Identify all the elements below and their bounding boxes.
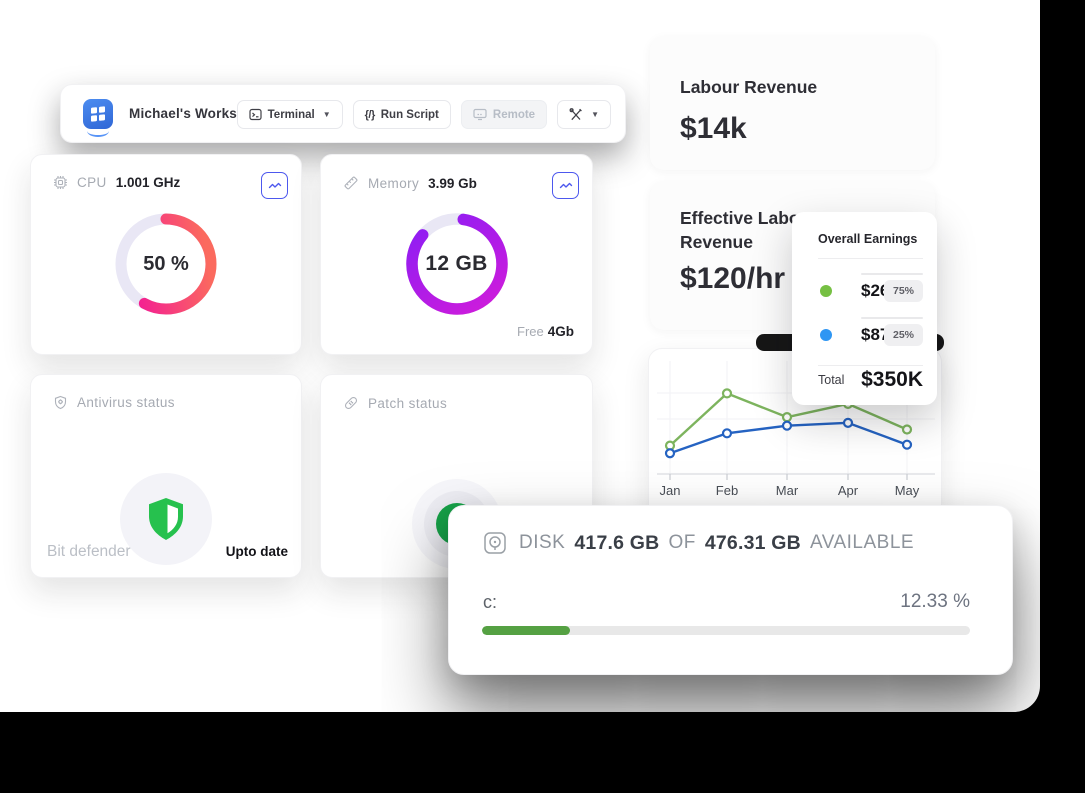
workstation-titlebar: Michael's Workstation Terminal ▼ {/} Run… bbox=[60, 84, 626, 143]
antivirus-product-name: Bit defender bbox=[47, 543, 131, 560]
disk-total-value: 476.31 GB bbox=[704, 531, 801, 554]
svg-text:Jan: Jan bbox=[660, 483, 681, 498]
green-shield-icon bbox=[149, 498, 183, 540]
patch-label: Patch status bbox=[368, 395, 448, 411]
disk-available-label: AVAILABLE bbox=[809, 532, 915, 553]
disk-used-value: 417.6 GB bbox=[574, 531, 660, 554]
memory-card: Memory 3.99 Gb 12 GB Free 4Gb bbox=[320, 154, 593, 355]
cpu-chip-icon bbox=[53, 175, 68, 190]
trend-line-icon bbox=[268, 182, 281, 188]
cpu-percent-label: 50 % bbox=[143, 252, 189, 275]
hard-disk-icon bbox=[482, 530, 508, 556]
memory-donut-chart: 12 GB bbox=[401, 208, 513, 320]
earnings-row-badge: 25% bbox=[883, 324, 923, 346]
memory-trend-button[interactable] bbox=[552, 172, 579, 199]
remote-button[interactable]: Remote bbox=[460, 100, 548, 129]
earnings-row: $262.5k 75% bbox=[818, 273, 927, 319]
disk-progress-fill bbox=[482, 626, 570, 635]
earnings-total-value: $350K bbox=[861, 368, 923, 391]
run-script-button[interactable]: {/} Run Script bbox=[352, 100, 451, 129]
effective-labour-revenue-value: $120/hr bbox=[680, 262, 786, 295]
disk-label: DISK bbox=[519, 532, 566, 553]
drive-letter: c: bbox=[483, 592, 498, 612]
earnings-title: Overall Earnings bbox=[818, 232, 918, 246]
labour-revenue-value: $14k bbox=[680, 112, 747, 145]
labour-revenue-card: Labour Revenue $14k bbox=[650, 37, 935, 170]
disk-of-label: OF bbox=[668, 532, 696, 553]
ram-icon bbox=[343, 175, 359, 191]
memory-free: Free 4Gb bbox=[517, 324, 574, 339]
bandage-icon bbox=[343, 395, 359, 411]
memory-center-label: 12 GB bbox=[425, 252, 488, 275]
antivirus-card: Antivirus status ‹ › Bit defender Upto d… bbox=[30, 374, 302, 578]
code-braces-icon: {/} bbox=[364, 108, 376, 121]
remote-label: Remote bbox=[492, 108, 536, 121]
labour-revenue-title: Labour Revenue bbox=[680, 77, 818, 97]
chevron-down-icon: ▼ bbox=[322, 110, 331, 119]
tools-menu-button[interactable]: ▼ bbox=[557, 100, 611, 129]
antivirus-status-circle bbox=[120, 473, 212, 565]
cpu-value: 1.001 GHz bbox=[115, 175, 181, 190]
svg-text:Feb: Feb bbox=[716, 483, 738, 498]
chevron-down-icon: ▼ bbox=[591, 110, 599, 119]
monitor-icon bbox=[473, 108, 487, 121]
cpu-card: CPU 1.001 GHz 50 % bbox=[30, 154, 302, 355]
trend-line-icon bbox=[559, 182, 572, 188]
free-label: Free bbox=[517, 324, 544, 339]
overall-earnings-tooltip: Overall Earnings $262.5k 75% $87.5k 25% … bbox=[792, 212, 937, 405]
green-dot-icon bbox=[820, 285, 832, 297]
earnings-line-chart: Jan Feb Mar Apr May bbox=[657, 361, 935, 498]
cpu-label: CPU bbox=[77, 175, 107, 190]
antivirus-status-text: Upto date bbox=[225, 544, 288, 559]
tools-icon bbox=[569, 107, 582, 120]
terminal-label: Terminal bbox=[267, 108, 315, 121]
earnings-total-label: Total bbox=[818, 373, 845, 387]
svg-text:Mar: Mar bbox=[776, 483, 799, 498]
terminal-button[interactable]: Terminal ▼ bbox=[236, 100, 343, 129]
cpu-trend-button[interactable] bbox=[261, 172, 288, 199]
windows-logo-icon bbox=[83, 99, 113, 129]
run-script-label: Run Script bbox=[380, 108, 439, 121]
disk-card: DISK 417.6 GB OF 476.31 GB AVAILABLE c: … bbox=[448, 505, 1013, 675]
effective-labour-revenue-title: Effective Labour Revenue bbox=[680, 208, 818, 252]
memory-label: Memory bbox=[368, 175, 420, 191]
logo-arc-decoration bbox=[87, 125, 109, 137]
svg-text:Apr: Apr bbox=[838, 483, 859, 498]
disk-progress-bar bbox=[482, 626, 970, 635]
memory-value: 3.99 Gb bbox=[428, 175, 477, 191]
free-value: 4Gb bbox=[547, 324, 574, 339]
blue-dot-icon bbox=[820, 329, 832, 341]
earnings-row-badge: 75% bbox=[883, 280, 923, 302]
earnings-row: $87.5k 25% bbox=[818, 317, 927, 363]
terminal-icon bbox=[249, 108, 262, 121]
disk-percent-label: 12.33 % bbox=[900, 591, 970, 612]
antivirus-label: Antivirus status bbox=[77, 395, 175, 410]
cpu-donut-chart: 50 % bbox=[110, 208, 222, 320]
shield-gear-icon bbox=[53, 395, 68, 410]
svg-text:May: May bbox=[895, 483, 920, 498]
